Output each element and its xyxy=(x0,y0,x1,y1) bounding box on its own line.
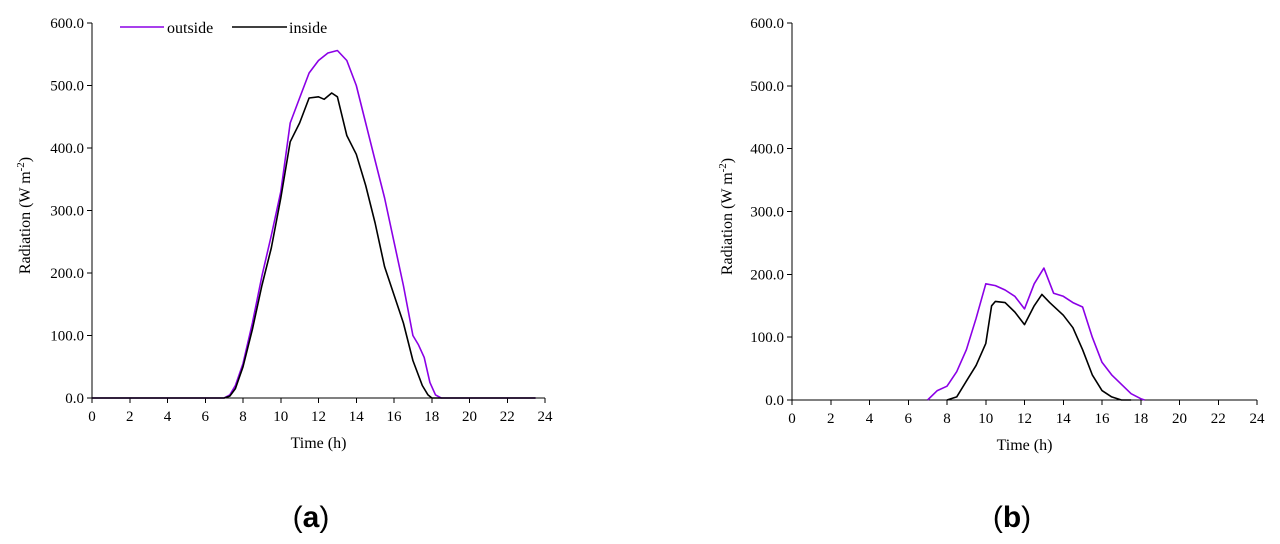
legend-label-outside: outside xyxy=(167,20,213,37)
legend-label-inside: inside xyxy=(289,20,327,37)
series-line-outside xyxy=(92,49,536,399)
series-line-inside xyxy=(946,293,1132,401)
x-tick-label: 18 xyxy=(1133,411,1148,427)
panel-label-a-letter: a xyxy=(303,501,320,534)
x-tick-label: 14 xyxy=(349,409,365,425)
x-tick-label: 16 xyxy=(387,409,403,425)
panel-label-b-letter: b xyxy=(1003,501,1021,534)
x-axis-title: Time (h) xyxy=(997,437,1053,454)
series-line-outside xyxy=(927,267,1145,401)
y-axis-title-sup: -2 xyxy=(717,163,729,172)
x-tick-label: 2 xyxy=(126,409,134,425)
y-axis-title: Radiation (W m-2) xyxy=(15,157,34,274)
y-tick-label: 400.0 xyxy=(750,142,784,158)
y-tick-label: 100.0 xyxy=(50,329,84,345)
y-tick-label: 300.0 xyxy=(50,204,84,220)
x-tick-label: 8 xyxy=(239,409,247,425)
x-tick-label: 6 xyxy=(905,411,913,427)
y-tick-label: 400.0 xyxy=(50,141,84,157)
y-tick-label: 500.0 xyxy=(750,79,784,95)
y-tick-label: 300.0 xyxy=(750,205,784,221)
x-tick-label: 22 xyxy=(1211,411,1226,427)
x-tick-label: 6 xyxy=(202,409,210,425)
x-tick-label: 4 xyxy=(164,409,172,425)
y-axis-title-close: ) xyxy=(719,158,736,163)
x-tick-label: 0 xyxy=(788,411,796,427)
x-tick-label: 16 xyxy=(1095,411,1111,427)
x-tick-label: 24 xyxy=(1250,411,1266,427)
x-tick-label: 22 xyxy=(500,409,515,425)
y-axis-title-close: ) xyxy=(17,157,34,162)
legend: outside inside xyxy=(120,20,327,37)
panel-label-a: (a) xyxy=(293,501,330,534)
x-tick-label: 18 xyxy=(424,409,439,425)
panel-label-a-close: ) xyxy=(319,501,329,534)
y-tick-label: 200.0 xyxy=(750,267,784,283)
y-axis-title-main: Radiation (W m xyxy=(17,171,34,274)
series-line-inside xyxy=(92,92,536,399)
panel-label-b-open: ( xyxy=(993,501,1003,534)
x-tick-label: 14 xyxy=(1056,411,1072,427)
x-tick-label: 10 xyxy=(273,409,288,425)
panel-label-a-open: ( xyxy=(293,501,303,534)
y-tick-label: 0.0 xyxy=(65,391,84,407)
y-tick-label: 600.0 xyxy=(750,16,784,32)
x-axis-title: Time (h) xyxy=(291,435,347,452)
x-tick-label: 12 xyxy=(311,409,326,425)
x-tick-label: 4 xyxy=(866,411,874,427)
x-tick-label: 12 xyxy=(1017,411,1032,427)
panel-label-b: (b) xyxy=(993,501,1031,534)
y-axis-title-main: Radiation (W m xyxy=(719,172,736,275)
y-tick-label: 0.0 xyxy=(765,393,784,409)
panel-label-b-close: ) xyxy=(1021,501,1031,534)
y-axis-title-sup: -2 xyxy=(15,162,27,171)
x-tick-label: 24 xyxy=(538,409,554,425)
y-tick-label: 600.0 xyxy=(50,16,84,32)
x-tick-label: 8 xyxy=(943,411,951,427)
x-tick-label: 0 xyxy=(88,409,96,425)
y-tick-label: 200.0 xyxy=(50,266,84,282)
y-tick-label: 100.0 xyxy=(750,330,784,346)
x-tick-label: 10 xyxy=(978,411,993,427)
x-tick-label: 20 xyxy=(1172,411,1187,427)
y-axis-title: Radiation (W m-2) xyxy=(717,158,736,275)
y-tick-label: 500.0 xyxy=(50,79,84,95)
x-tick-label: 2 xyxy=(827,411,835,427)
x-tick-label: 20 xyxy=(462,409,477,425)
